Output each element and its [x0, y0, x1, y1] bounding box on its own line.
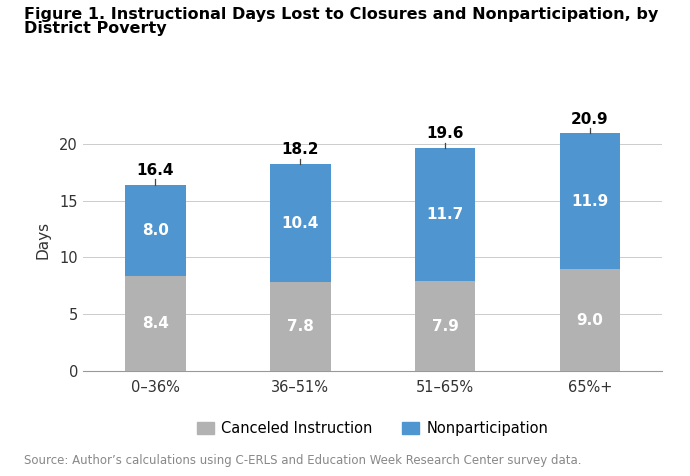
Text: 16.4: 16.4 [137, 163, 174, 178]
Text: 10.4: 10.4 [282, 216, 319, 231]
Text: 20.9: 20.9 [571, 111, 609, 127]
Bar [270, 282, 331, 371]
Text: District Poverty: District Poverty [24, 21, 167, 37]
Text: 8.4: 8.4 [142, 316, 168, 331]
Text: Source: Author’s calculations using C-ERLS and Education Week Research Center su: Source: Author’s calculations using C-ER… [24, 455, 582, 467]
Text: 11.7: 11.7 [426, 207, 464, 222]
Bar [560, 269, 620, 371]
Text: 8.0: 8.0 [142, 223, 168, 238]
Text: 18.2: 18.2 [282, 142, 319, 157]
Bar [415, 281, 475, 371]
Bar [125, 276, 186, 371]
Bar [270, 164, 331, 282]
Bar [415, 148, 475, 281]
Bar [560, 133, 620, 269]
Legend: Canceled Instruction, Nonparticipation: Canceled Instruction, Nonparticipation [190, 415, 555, 442]
Text: 11.9: 11.9 [571, 194, 609, 208]
Y-axis label: Days: Days [36, 221, 51, 259]
Text: 7.8: 7.8 [287, 319, 313, 334]
Text: 7.9: 7.9 [432, 319, 458, 334]
Text: Figure 1. Instructional Days Lost to Closures and Nonparticipation, by: Figure 1. Instructional Days Lost to Clo… [24, 7, 658, 22]
Text: 9.0: 9.0 [577, 313, 603, 327]
Bar [125, 185, 186, 276]
Text: 19.6: 19.6 [426, 126, 464, 141]
